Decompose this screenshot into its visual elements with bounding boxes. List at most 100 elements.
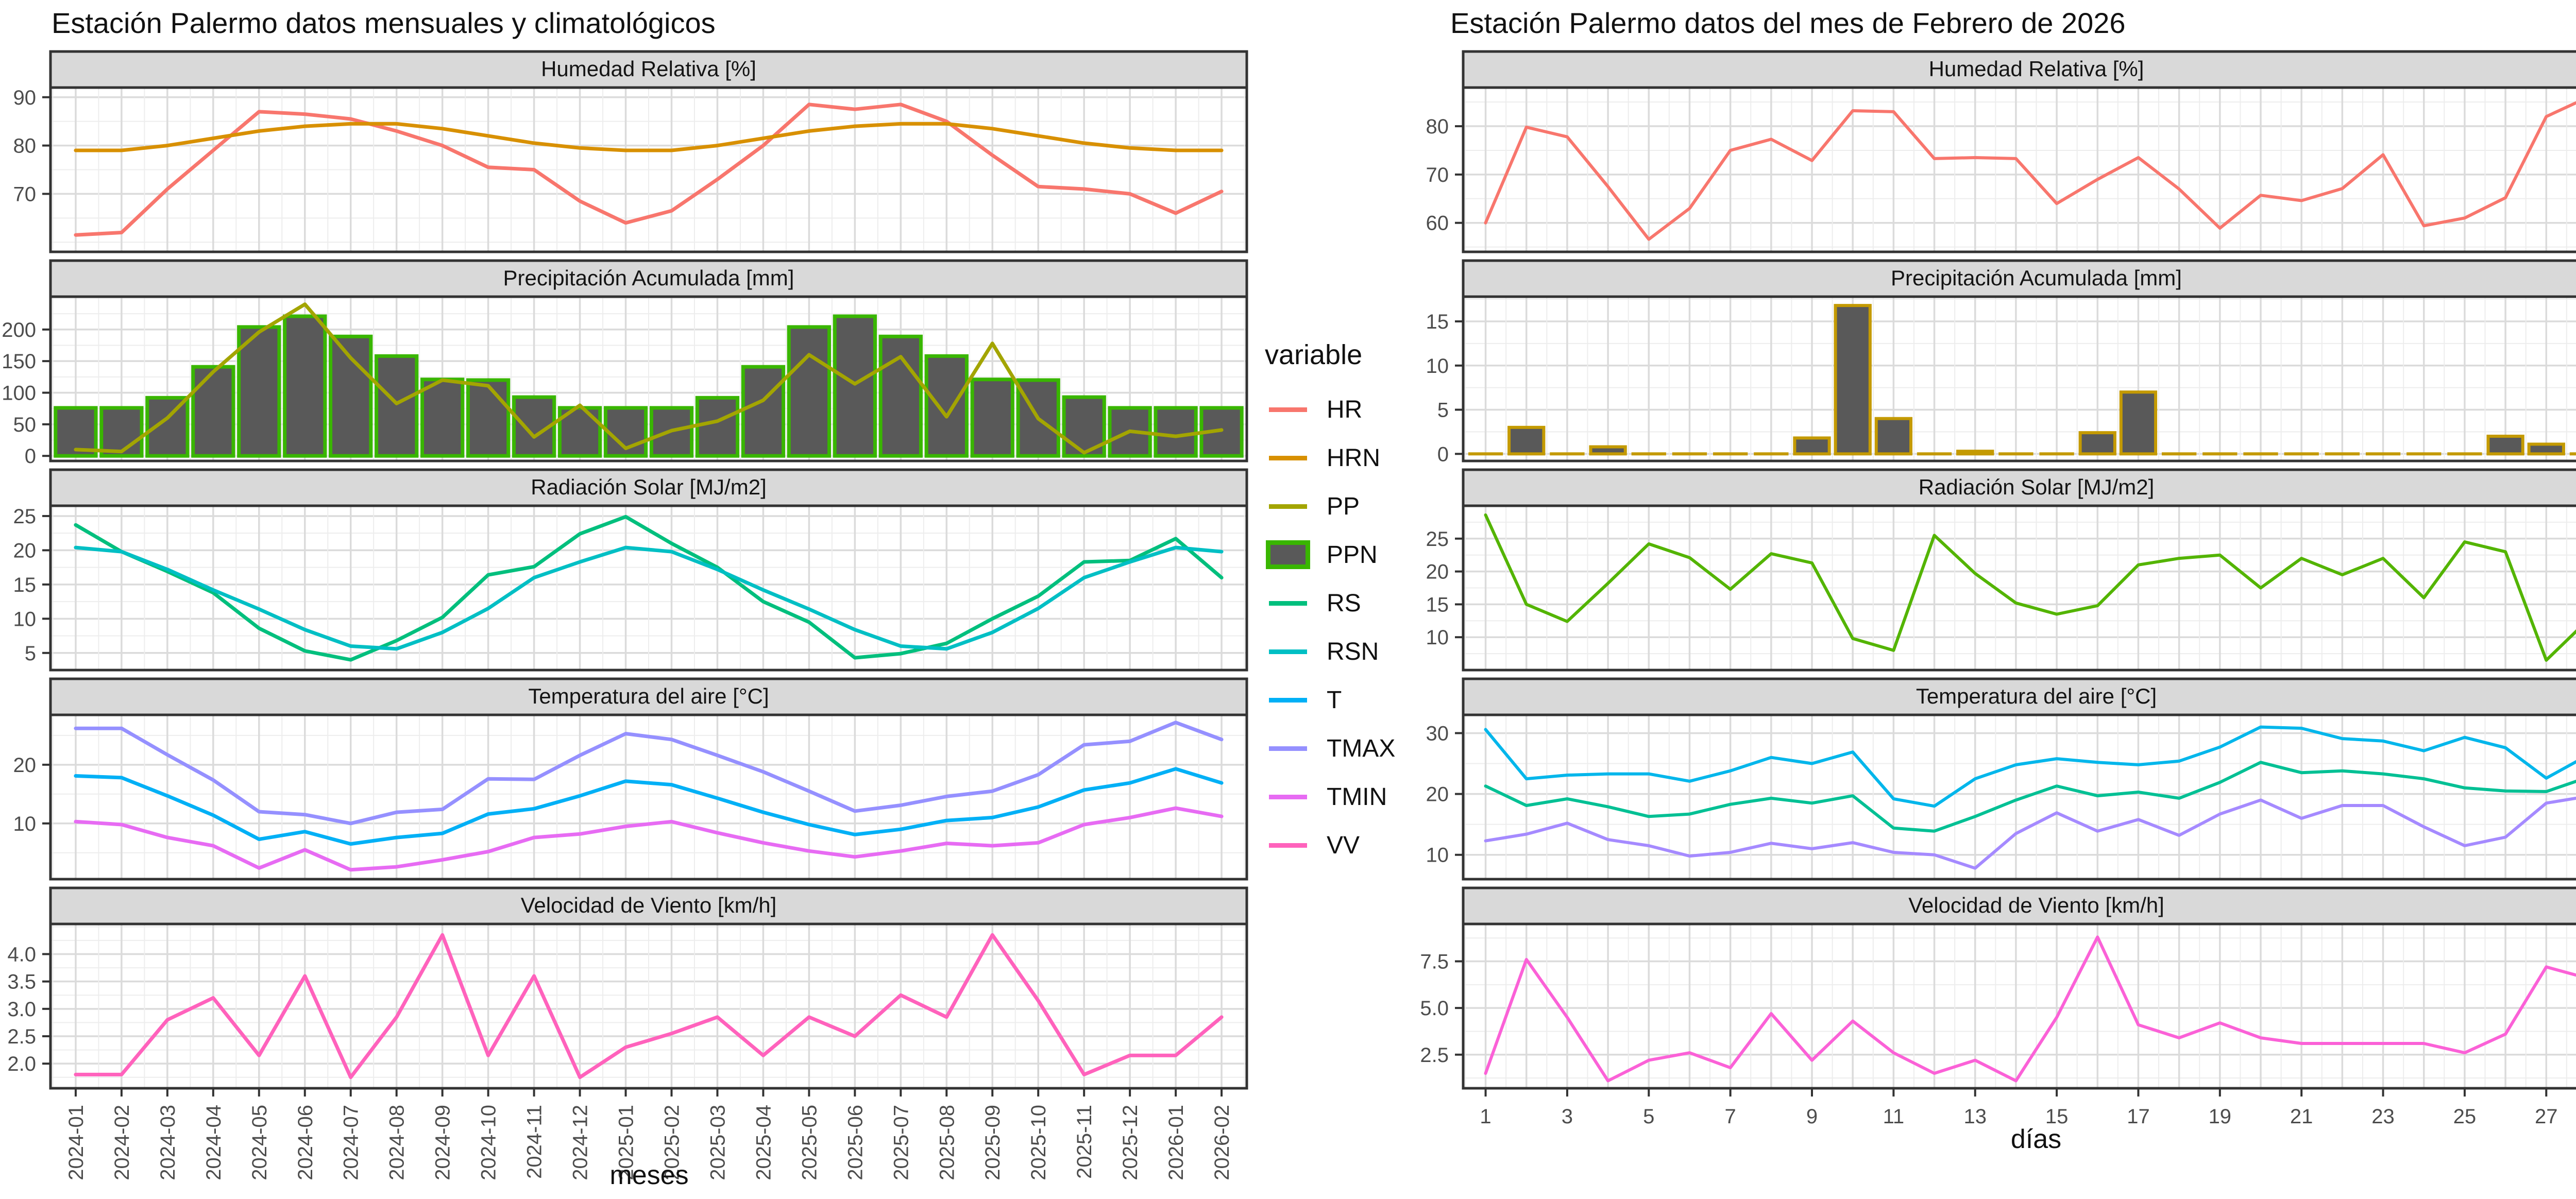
- svg-text:5.0: 5.0: [1420, 997, 1449, 1020]
- svg-text:17: 17: [2127, 1105, 2150, 1128]
- svg-text:10: 10: [1426, 355, 1449, 378]
- svg-text:2025-03: 2025-03: [706, 1105, 729, 1180]
- chart-title-daily: Estación Palermo datos del mes de Febrer…: [1450, 7, 2126, 39]
- chart-monthly: Humedad Relativa [%] 90 80 70 Precipitación …: [2, 7, 1395, 1190]
- legend-item-TMIN: TMIN: [1265, 782, 1395, 812]
- svg-text:2.5: 2.5: [7, 1025, 36, 1048]
- chart-daily: Humedad Relativa [%] 80 70 60 Precipitación …: [1414, 0, 2576, 1199]
- svg-text:20: 20: [13, 539, 37, 562]
- legend-label-HRN: HRN: [1327, 444, 1380, 472]
- svg-text:Humedad Relativa [%]: Humedad Relativa [%]: [1929, 57, 2144, 81]
- svg-text:Velocidad de Viento [km/h]: Velocidad de Viento [km/h]: [521, 893, 777, 917]
- svg-text:Temperatura del aire [°C]: Temperatura del aire [°C]: [1916, 684, 2157, 708]
- svg-text:2025-02: 2025-02: [660, 1105, 683, 1180]
- legend-key-line-RS: [1265, 601, 1311, 606]
- svg-text:2024-08: 2024-08: [386, 1105, 409, 1180]
- svg-text:2025-01: 2025-01: [615, 1105, 638, 1180]
- legend-label-PPN: PPN: [1327, 541, 1378, 569]
- svg-text:150: 150: [2, 350, 36, 373]
- legend-label-HR: HR: [1327, 396, 1363, 423]
- svg-text:2025-06: 2025-06: [844, 1105, 867, 1180]
- svg-text:2025-08: 2025-08: [936, 1105, 958, 1180]
- legend-swatch-VV: [1269, 843, 1307, 848]
- legend-item-PPN: PPN: [1265, 540, 1395, 570]
- legend-monthly: variable HR HRN PP PPN RS RSN T TMAX TMIN VV: [1265, 339, 1395, 860]
- svg-text:Precipitación Acumulada [mm]: Precipitación Acumulada [mm]: [503, 266, 794, 290]
- svg-text:2026-02: 2026-02: [1211, 1105, 1233, 1180]
- svg-text:21: 21: [2290, 1105, 2313, 1128]
- legend-label-RSN: RSN: [1327, 638, 1379, 665]
- svg-text:11: 11: [1883, 1105, 1905, 1128]
- legend-swatch-RS: [1269, 601, 1307, 606]
- legend-key-line-HRN: [1265, 455, 1311, 460]
- legend-key-line-TMIN: [1265, 794, 1311, 799]
- svg-text:10: 10: [1426, 844, 1449, 867]
- svg-text:2024-06: 2024-06: [294, 1105, 317, 1180]
- svg-text:3: 3: [1562, 1105, 1573, 1128]
- svg-text:Velocidad de Viento [km/h]: Velocidad de Viento [km/h]: [1908, 893, 2164, 917]
- legend-swatch-PPN: [1266, 540, 1310, 569]
- svg-text:Radiación Solar [MJ/m2]: Radiación Solar [MJ/m2]: [1919, 475, 2155, 499]
- legend-key-line-VV: [1265, 843, 1311, 848]
- svg-text:70: 70: [1426, 164, 1449, 186]
- svg-text:20: 20: [1426, 561, 1449, 584]
- svg-text:2.5: 2.5: [1420, 1044, 1449, 1067]
- svg-text:80: 80: [1426, 115, 1449, 138]
- svg-text:10: 10: [13, 608, 37, 630]
- legend-item-T: T: [1265, 685, 1395, 715]
- svg-text:25: 25: [2453, 1105, 2477, 1128]
- legend-item-RS: RS: [1265, 588, 1395, 618]
- svg-text:15: 15: [1426, 311, 1449, 333]
- legend-item-RSN: RSN: [1265, 637, 1395, 666]
- legend-swatch-TMIN: [1269, 794, 1307, 799]
- svg-text:2024-03: 2024-03: [157, 1105, 179, 1180]
- svg-text:15: 15: [1426, 593, 1449, 616]
- chart-canvas-monthly: Humedad Relativa [%] 90 80 70 Precipitación …: [2, 50, 1248, 1180]
- legend-label-TMAX: TMAX: [1327, 734, 1396, 762]
- legend-item-TMAX: TMAX: [1265, 733, 1395, 763]
- legend-key-line-T: [1265, 697, 1311, 703]
- svg-text:25: 25: [1426, 528, 1449, 551]
- legend-swatch-PP: [1269, 504, 1307, 509]
- svg-text:2025-05: 2025-05: [798, 1105, 821, 1180]
- svg-text:50: 50: [13, 414, 37, 436]
- legend-key-line-RSN: [1265, 649, 1311, 654]
- svg-text:3.5: 3.5: [7, 971, 36, 994]
- svg-text:2025-10: 2025-10: [1027, 1105, 1050, 1180]
- legend-item-PP: PP: [1265, 491, 1395, 521]
- svg-text:Humedad Relativa [%]: Humedad Relativa [%]: [541, 57, 756, 81]
- legend-item-HR: HR: [1265, 395, 1395, 424]
- legend-item-HRN: HRN: [1265, 443, 1395, 473]
- svg-text:15: 15: [2045, 1105, 2069, 1128]
- svg-text:2.0: 2.0: [7, 1053, 36, 1075]
- svg-text:30: 30: [1426, 722, 1449, 745]
- svg-text:70: 70: [13, 183, 37, 205]
- svg-text:7.5: 7.5: [1420, 951, 1449, 973]
- svg-text:5: 5: [1643, 1105, 1654, 1128]
- legend-label-T: T: [1327, 686, 1342, 714]
- legend-label-RS: RS: [1327, 589, 1361, 617]
- legend-swatch-T: [1269, 697, 1307, 703]
- svg-text:2024-12: 2024-12: [569, 1105, 592, 1180]
- svg-text:27: 27: [2535, 1105, 2558, 1128]
- svg-text:2024-11: 2024-11: [523, 1105, 546, 1179]
- svg-text:100: 100: [2, 382, 36, 404]
- legend-label-PP: PP: [1327, 492, 1360, 520]
- svg-text:2024-07: 2024-07: [340, 1105, 363, 1180]
- svg-text:2025-11: 2025-11: [1073, 1105, 1096, 1179]
- svg-text:10: 10: [1426, 626, 1449, 649]
- legend-title-monthly: variable: [1265, 339, 1363, 370]
- svg-text:2024-01: 2024-01: [65, 1105, 88, 1180]
- svg-text:0: 0: [25, 445, 36, 468]
- svg-text:2024-04: 2024-04: [202, 1105, 225, 1180]
- svg-text:23: 23: [2371, 1105, 2395, 1128]
- legend-key-line-TMAX: [1265, 746, 1311, 751]
- svg-text:9: 9: [1806, 1105, 1818, 1128]
- svg-text:Temperatura del aire [°C]: Temperatura del aire [°C]: [528, 684, 769, 708]
- legend-swatch-HR: [1269, 407, 1307, 412]
- svg-text:Radiación Solar [MJ/m2]: Radiación Solar [MJ/m2]: [531, 475, 767, 499]
- svg-text:5: 5: [25, 642, 36, 665]
- legend-item-VV: VV: [1265, 830, 1395, 860]
- svg-text:2024-10: 2024-10: [478, 1105, 500, 1180]
- legend-label-TMIN: TMIN: [1327, 783, 1387, 811]
